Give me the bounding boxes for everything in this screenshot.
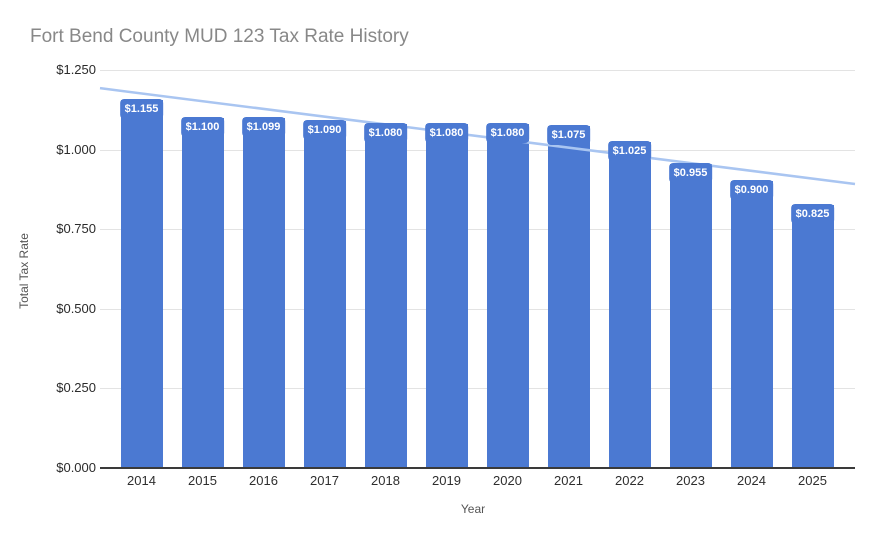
y-tick-label: $0.250 (56, 380, 96, 396)
bar-2024[interactable] (730, 181, 773, 468)
bar-value-label: $1.155 (119, 99, 164, 120)
gridline (100, 308, 855, 310)
bar-2014[interactable] (120, 100, 163, 468)
x-axis-baseline (100, 467, 855, 469)
x-tick-label: 2018 (371, 473, 400, 488)
bar-value-label: $0.955 (668, 162, 713, 183)
bar-2017[interactable] (303, 120, 346, 468)
y-tick-label: $1.250 (56, 62, 96, 77)
bar-value-label: $1.080 (485, 123, 530, 144)
x-tick-label: 2017 (310, 473, 339, 488)
gridline (100, 70, 855, 71)
bar-2018[interactable] (364, 124, 407, 468)
y-tick-label: $0.500 (56, 300, 96, 316)
x-tick-label: 2015 (188, 473, 217, 488)
y-tick-label: $1.000 (56, 141, 96, 157)
bar-value-label: $1.100 (180, 116, 225, 137)
x-axis-title: Year (460, 502, 486, 516)
x-tick-label: 2025 (798, 473, 827, 488)
bar-2016[interactable] (242, 118, 285, 468)
x-tick-label: 2024 (737, 473, 766, 488)
bar-value-label: $0.900 (729, 180, 774, 201)
x-tick-label: 2021 (554, 473, 583, 488)
bar-value-label: $0.825 (790, 204, 835, 225)
x-tick-label: 2022 (615, 473, 644, 488)
y-tick-label: $0.750 (56, 221, 96, 237)
bar-2023[interactable] (669, 163, 712, 468)
bar-value-label: $1.099 (241, 117, 286, 138)
x-tick-label: 2019 (432, 473, 461, 488)
chart-title: Fort Bend County MUD 123 Tax Rate Histor… (30, 26, 409, 47)
x-tick-label: 2023 (676, 473, 705, 488)
bar-value-label: $1.025 (607, 140, 652, 161)
bar-2019[interactable] (425, 124, 468, 468)
bar-value-label: $1.080 (363, 123, 408, 144)
x-tick-label: 2020 (493, 473, 522, 488)
gridline (100, 388, 855, 390)
x-tick-label: 2016 (249, 473, 278, 488)
x-tick-label: 2014 (127, 473, 156, 488)
bar-2015[interactable] (181, 117, 224, 468)
bar-value-label: $1.080 (424, 123, 469, 144)
bar-2025[interactable] (791, 205, 834, 468)
bar-2020[interactable] (486, 124, 529, 468)
y-tick-label: $0.000 (56, 460, 96, 475)
bar-value-label: $1.090 (302, 119, 347, 140)
bar-2021[interactable] (547, 125, 590, 468)
gridline (100, 229, 855, 231)
bar-value-label: $1.075 (546, 124, 591, 145)
bar-2022[interactable] (608, 141, 651, 468)
